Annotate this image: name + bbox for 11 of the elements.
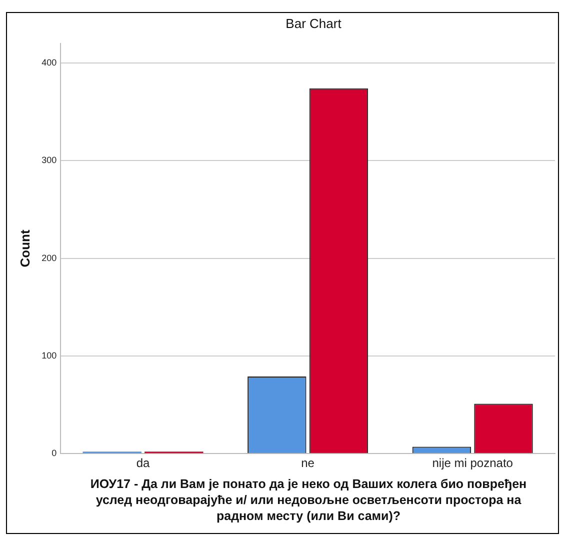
- chart-title: Bar Chart: [284, 16, 342, 31]
- y-tick-label: 400: [42, 57, 57, 68]
- y-axis-title: Count: [17, 229, 32, 268]
- y-tick-label: 100: [42, 350, 57, 360]
- x-axis-title: ИОУ17 - Да ли Вам је понато да је неко од Ваших колега био повређен услед неодговарајуће и/ или недовољне осветљенсоти простора на радном месту (или Ви сами)?: [89, 476, 528, 524]
- y-tick-label: 0: [52, 448, 57, 458]
- x-tick-label: da: [136, 456, 150, 470]
- y-tick-label: 200: [42, 252, 57, 263]
- x-tick-label: nije mi poznato: [432, 456, 514, 470]
- y-tick-label: 300: [42, 155, 57, 166]
- x-tick-label: ne: [301, 456, 315, 470]
